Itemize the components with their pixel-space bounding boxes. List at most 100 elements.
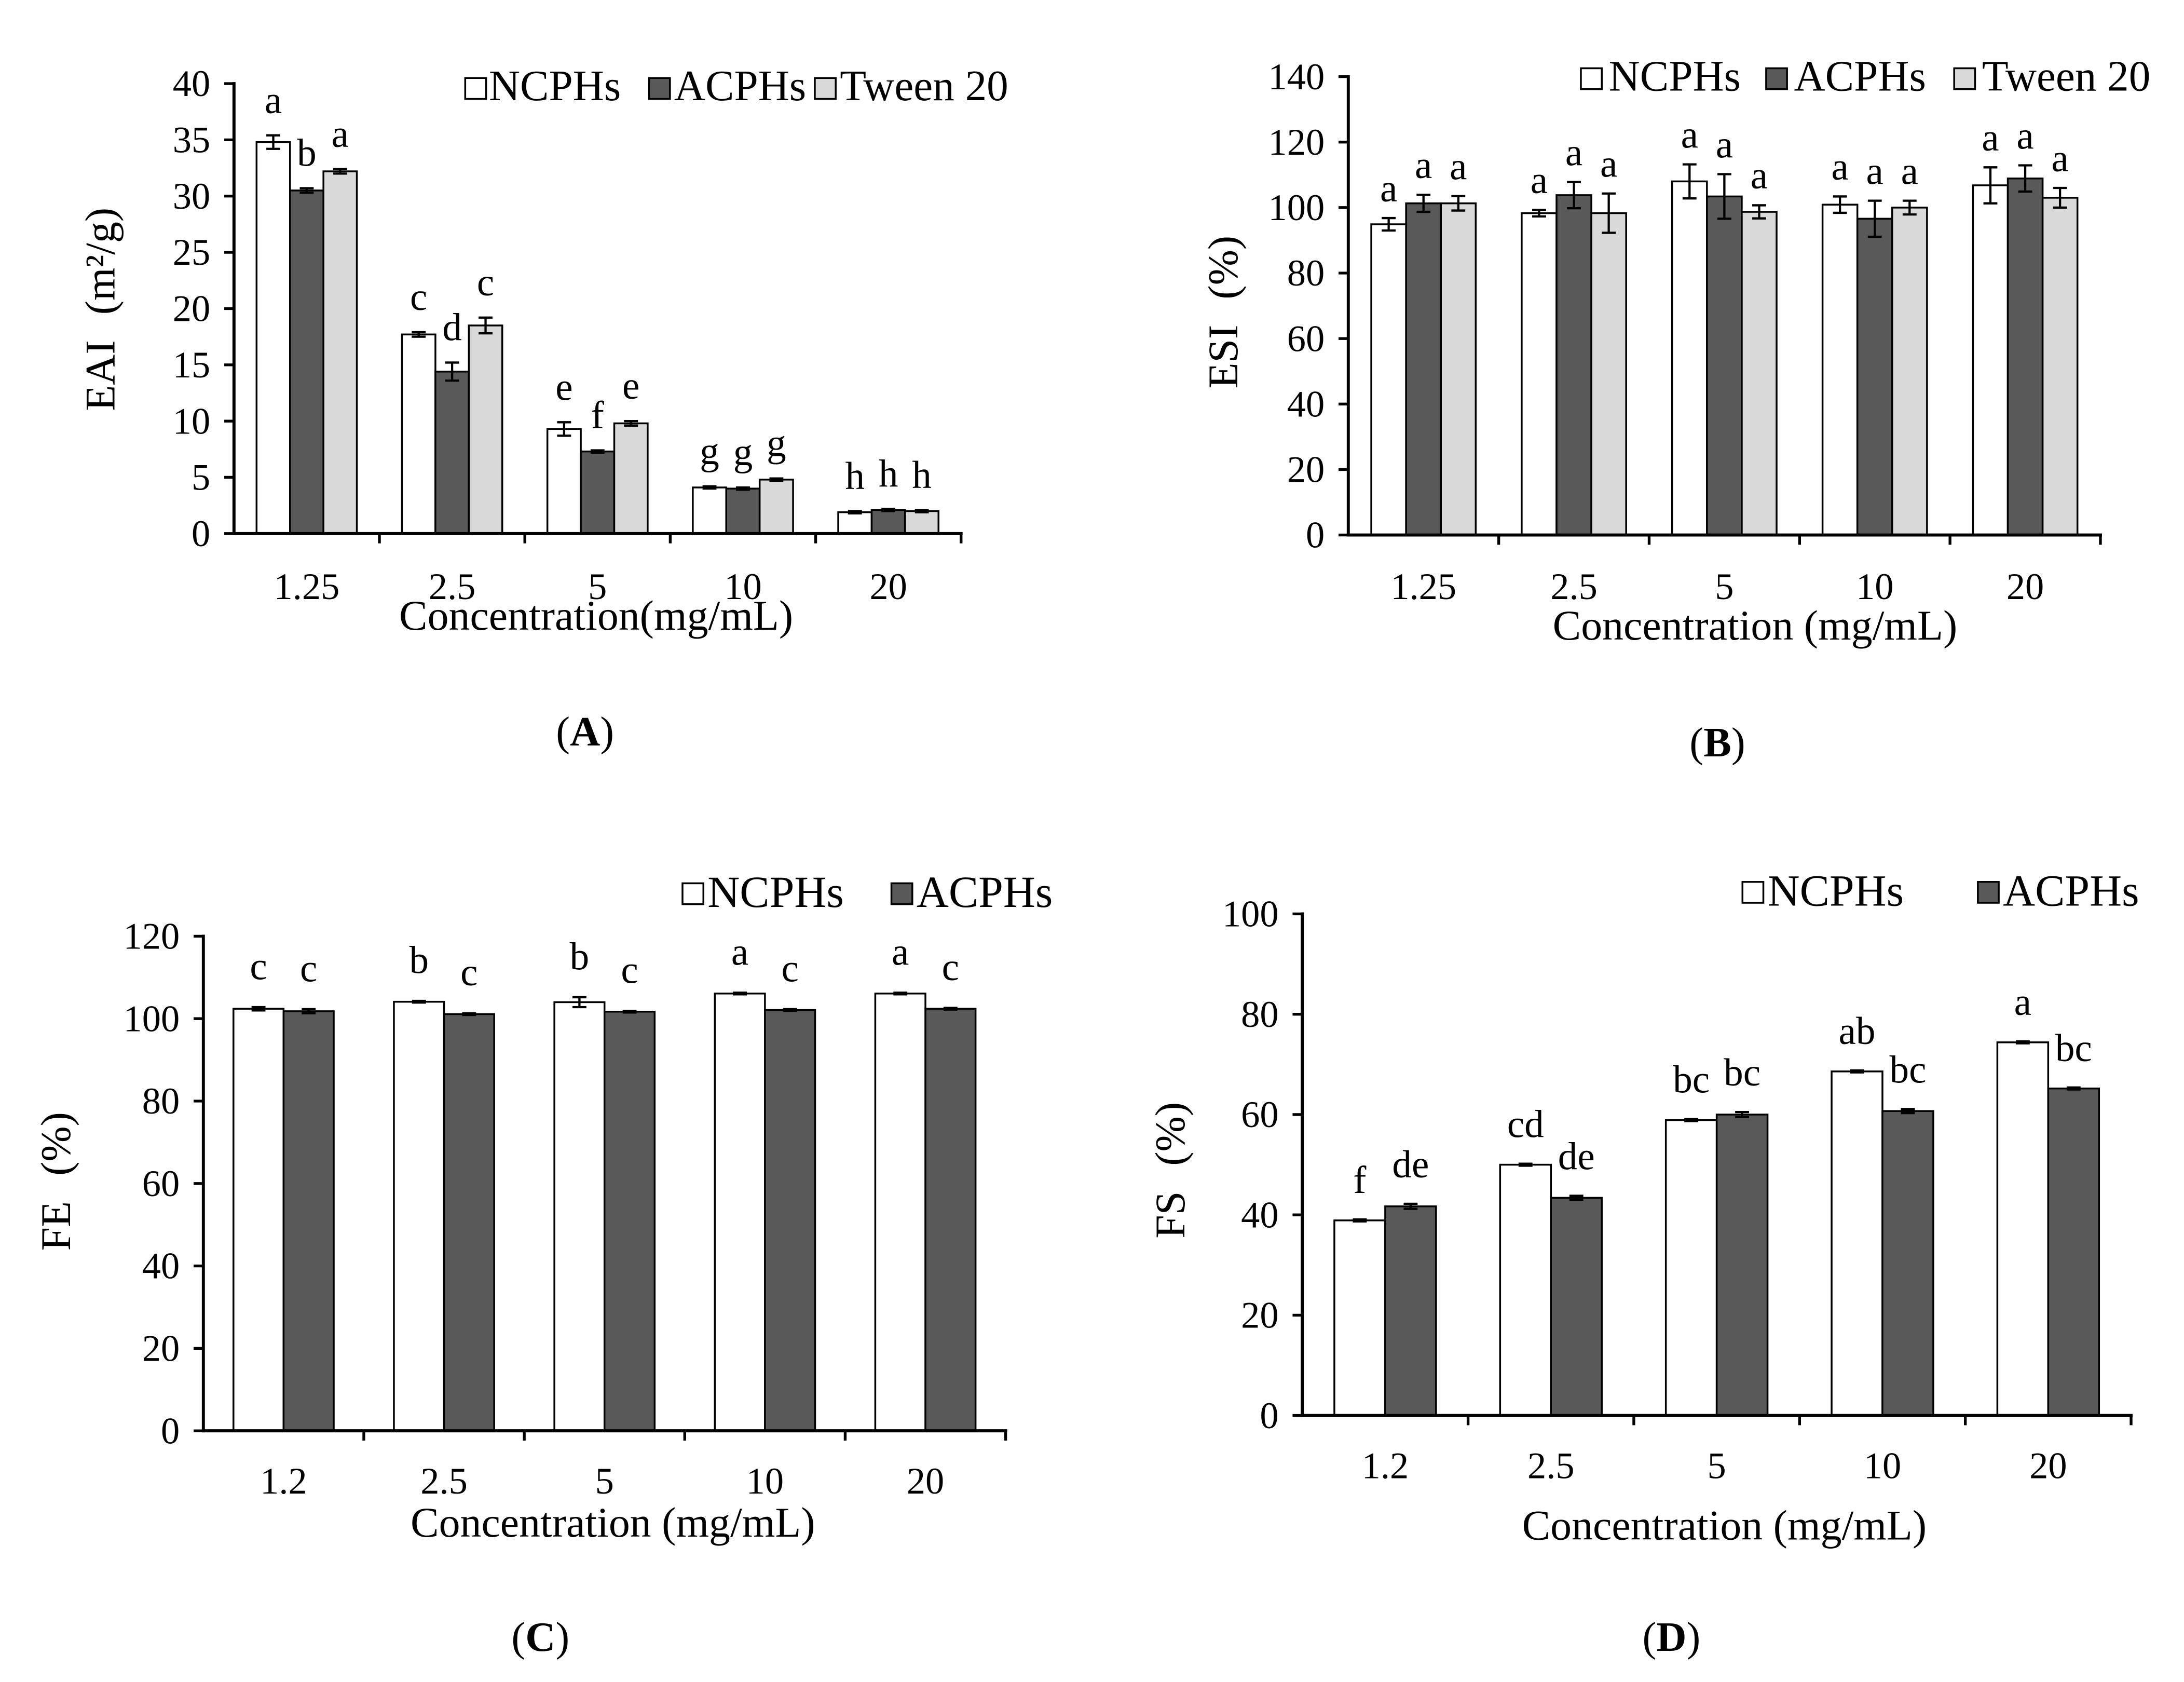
x-tick-label: 5 (588, 565, 607, 607)
bar-acphs-1-2 (1384, 1205, 1437, 1417)
legend-swatch-acphs (1765, 67, 1788, 90)
error-bar-acphs-20 (943, 1007, 958, 1011)
x-axis-title: Concentration(mg/mL) (399, 592, 793, 639)
error-bar-ncphs-1-25 (266, 134, 280, 150)
legend-label-tween-20: Tween 20 (840, 62, 1008, 110)
error-bar-ncphs-5 (557, 421, 571, 437)
y-tick-label: 140 (1268, 56, 1325, 98)
significance-letter-tween-20-20: h (912, 453, 932, 496)
y-tick-label: 120 (1268, 121, 1325, 163)
panel-label-open: ( (556, 709, 570, 755)
legend-swatch-acphs (1977, 881, 2000, 904)
bar-acphs-10 (1881, 1110, 1934, 1417)
panel-label-close: ) (555, 1614, 569, 1660)
error-bar-ncphs-20 (848, 510, 862, 514)
significance-letter-ncphs-10: a (1831, 145, 1848, 188)
panel-label-open: ( (1643, 1614, 1657, 1660)
error-bar-acphs-10 (736, 486, 750, 491)
error-bar-ncphs-20 (1983, 166, 1998, 205)
y-axis-title: FS (%) (1146, 1102, 1194, 1239)
significance-letter-ncphs-20: a (1982, 116, 1999, 159)
legend-label-ncphs: NCPHs (1768, 865, 1904, 915)
panel-label-close: ) (1686, 1614, 1700, 1660)
significance-letter-acphs-20: bc (2055, 1027, 2092, 1070)
y-axis-title: FE (%) (32, 1112, 79, 1251)
bar-tween-20-5 (613, 422, 649, 535)
error-bar-tween-20-1-25 (333, 168, 347, 175)
bar-acphs-5 (1715, 1114, 1769, 1417)
error-bar-acphs-5 (1735, 1110, 1750, 1118)
significance-letter-tween-20-5: a (1751, 154, 1768, 197)
error-bar-acphs-2-5 (462, 1012, 476, 1016)
error-bar-acphs-1-25 (1416, 194, 1431, 213)
y-tick-label: 100 (1268, 186, 1325, 228)
y-tick-label: 15 (173, 344, 210, 386)
error-bar-ncphs-2-5 (1532, 209, 1546, 218)
significance-letter-acphs-10: c (782, 947, 799, 990)
panel-label-d: (D) (1643, 1614, 1701, 1660)
significance-letter-tween-20-10: g (767, 422, 786, 465)
significance-letter-tween-20-5: e (622, 364, 639, 408)
panel-label-letter: B (1703, 720, 1731, 766)
x-tick-label: 5 (1715, 565, 1733, 607)
legend-item-tween-20: Tween 20 (1953, 52, 2150, 100)
error-bar-ncphs-5 (1682, 163, 1697, 200)
y-tick-label: 60 (1241, 1093, 1278, 1135)
significance-letter-ncphs-10: ab (1839, 1010, 1876, 1053)
significance-letter-ncphs-5: a (1681, 113, 1698, 156)
x-axis-title: Concentration (mg/mL) (411, 1499, 815, 1546)
panel-label-c: (C) (511, 1614, 569, 1660)
legend-c: NCPHs ACPHs (681, 867, 1053, 917)
bar-tween-20-1-25 (322, 170, 358, 535)
bar-acphs-2-5 (1555, 194, 1592, 536)
x-tick-label: 10 (724, 565, 761, 607)
significance-letter-acphs-1-25: b (297, 132, 317, 175)
significance-letter-ncphs-2-5: cd (1507, 1103, 1544, 1146)
y-tick-label: 30 (173, 175, 210, 217)
bar-ncphs-1-2 (1333, 1219, 1386, 1417)
bar-acphs-2-5 (443, 1013, 495, 1432)
y-tick-label: 10 (173, 400, 210, 442)
error-bar-tween-20-20 (2053, 186, 2067, 209)
error-bar-tween-20-10 (769, 477, 784, 482)
legend-label-acphs: ACPHs (917, 867, 1053, 917)
significance-letter-acphs-5: bc (1724, 1051, 1760, 1094)
error-bar-ncphs-1-2 (1353, 1218, 1367, 1223)
bar-ncphs-2-5 (1521, 212, 1558, 536)
bar-ncphs-2-5 (401, 333, 436, 535)
error-bar-tween-20-5 (1752, 204, 1766, 220)
legend-label-acphs: ACPHs (674, 62, 806, 110)
significance-letter-ncphs-2-5: b (409, 939, 429, 982)
significance-letter-acphs-2-5: a (1565, 131, 1582, 174)
significance-letter-acphs-1-2: c (300, 947, 317, 990)
significance-letter-acphs-10: bc (1890, 1048, 1927, 1091)
legend-swatch-tween-20 (814, 77, 837, 100)
significance-letter-acphs-2-5: de (1558, 1135, 1595, 1178)
error-bar-ncphs-2-5 (1518, 1162, 1533, 1167)
error-bar-acphs-10 (783, 1008, 797, 1012)
bar-tween-20-5 (1741, 211, 1778, 536)
significance-letter-acphs-10: a (1866, 150, 1883, 193)
x-tick-label: 20 (2006, 565, 2044, 607)
y-tick-label: 35 (173, 119, 210, 161)
bar-ncphs-10 (1831, 1070, 1883, 1417)
significance-letter-acphs-20: c (942, 946, 959, 989)
significance-letter-tween-20-20: a (2051, 137, 2068, 180)
error-bar-tween-20-2-5 (479, 316, 493, 335)
y-tick-label: 20 (1241, 1294, 1278, 1336)
x-tick-label: 20 (2029, 1444, 2067, 1486)
x-tick-label: 1.25 (1390, 565, 1456, 607)
y-tick-label: 120 (124, 915, 180, 957)
bar-tween-20-20 (2041, 197, 2079, 536)
legend-swatch-tween-20 (1953, 67, 1976, 90)
bar-acphs-2-5 (434, 371, 470, 535)
x-tick-label: 5 (595, 1460, 614, 1502)
significance-letter-ncphs-1-25: a (1380, 167, 1397, 210)
y-tick-label: 60 (142, 1162, 180, 1204)
x-tick-label: 1.25 (274, 565, 340, 607)
legend-label-ncphs: NCPHs (489, 62, 621, 110)
error-bar-acphs-20 (881, 508, 896, 512)
